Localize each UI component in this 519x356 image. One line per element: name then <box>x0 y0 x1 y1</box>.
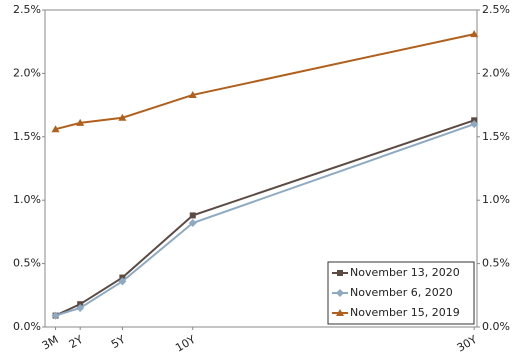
y2-tick-label: 2.0% <box>482 66 510 79</box>
y-tick-label: 2.0% <box>13 66 41 79</box>
y-tick-label: 0.5% <box>13 257 41 270</box>
legend-label: November 6, 2020 <box>350 286 453 299</box>
marker <box>470 120 479 129</box>
legend-label: November 15, 2019 <box>350 306 460 319</box>
y2-tick-label: 2.5% <box>482 3 510 16</box>
x-tick-label: 3M <box>40 333 61 353</box>
marker <box>337 270 343 276</box>
y-tick-label: 0.0% <box>13 320 41 333</box>
marker <box>51 311 60 320</box>
x-tick-label: 30Y <box>455 333 480 355</box>
y2-tick-label: 1.0% <box>482 193 510 206</box>
marker <box>118 113 127 121</box>
y-tick-label: 1.5% <box>13 130 41 143</box>
y-tick-label: 2.5% <box>13 3 41 16</box>
x-tick-label: 10Y <box>173 333 198 355</box>
x-tick-label: 5Y <box>109 333 128 351</box>
marker <box>336 309 344 316</box>
marker <box>470 30 479 38</box>
series-line <box>55 33 475 131</box>
marker <box>118 277 127 286</box>
marker <box>189 212 196 219</box>
y2-tick-label: 1.5% <box>482 130 510 143</box>
marker <box>188 90 197 98</box>
marker <box>76 303 85 312</box>
legend-box <box>327 261 475 325</box>
y-tick-label: 1.0% <box>13 193 41 206</box>
y2-tick-label: 0.5% <box>482 257 510 270</box>
legend-label: November 13, 2020 <box>350 266 460 279</box>
x-tick-label: 2Y <box>67 333 86 351</box>
marker <box>51 125 60 133</box>
marker <box>76 118 85 126</box>
y2-tick-label: 0.0% <box>482 320 510 333</box>
marker <box>188 219 197 228</box>
marker <box>336 289 344 297</box>
plot-area <box>44 9 478 328</box>
